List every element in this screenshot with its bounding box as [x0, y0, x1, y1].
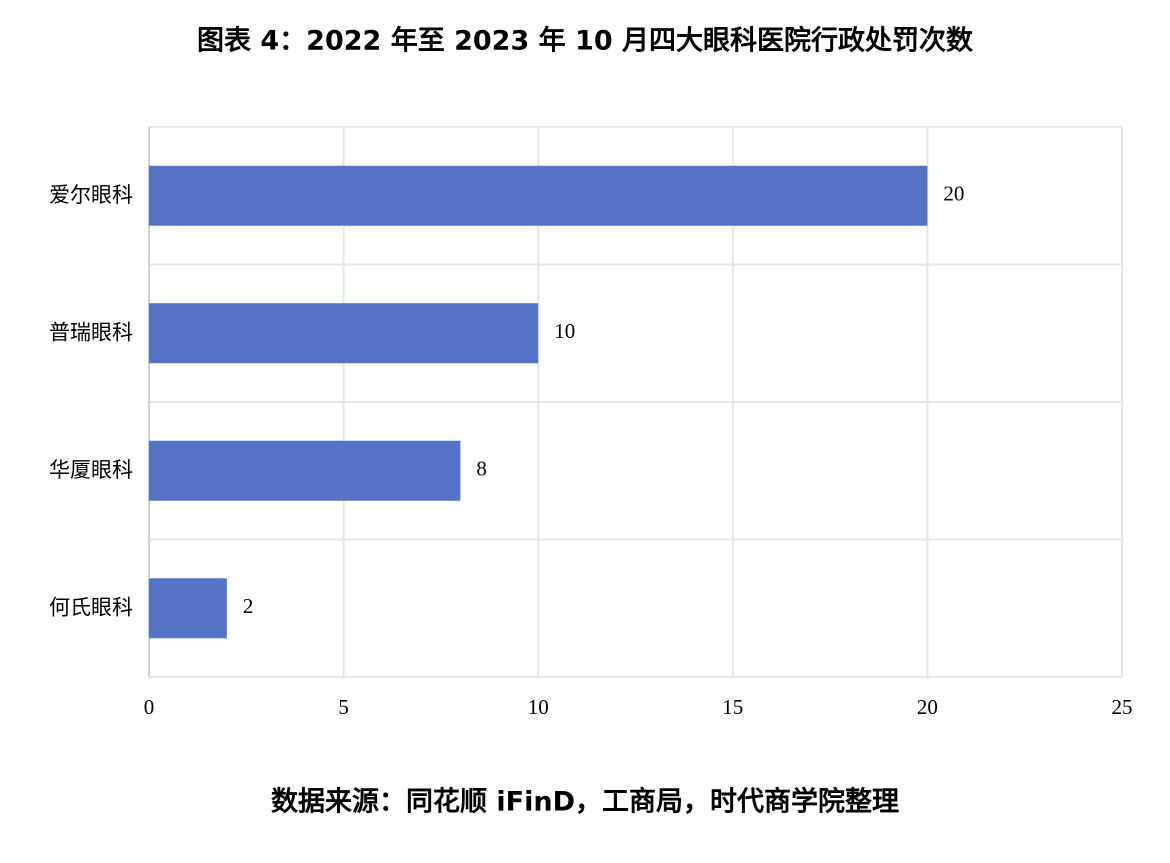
bar [149, 578, 227, 639]
y-tick-label: 爱尔眼科 [49, 183, 133, 207]
source-note: 数据来源：同花顺 iFinD，工商局，时代商学院整理 [271, 786, 899, 818]
x-tick-label: 10 [528, 695, 549, 719]
x-tick-label: 25 [1112, 695, 1133, 719]
x-tick-label: 15 [722, 695, 743, 719]
data-label: 10 [554, 319, 575, 343]
chart-title: 图表 4：2022 年至 2023 年 10 月四大眼科医院行政处罚次数 [197, 25, 974, 57]
data-label: 8 [476, 457, 487, 481]
x-tick-label: 5 [338, 695, 349, 719]
x-tick-label: 0 [144, 695, 155, 719]
y-tick-label: 普瑞眼科 [49, 320, 133, 344]
bar [149, 303, 539, 364]
x-tick-label: 20 [917, 695, 938, 719]
data-label: 20 [943, 182, 964, 206]
y-tick-label: 华厦眼科 [49, 458, 133, 482]
bar [149, 440, 461, 501]
data-label: 2 [243, 594, 254, 618]
bar [149, 165, 928, 226]
y-tick-label: 何氏眼科 [49, 595, 133, 619]
